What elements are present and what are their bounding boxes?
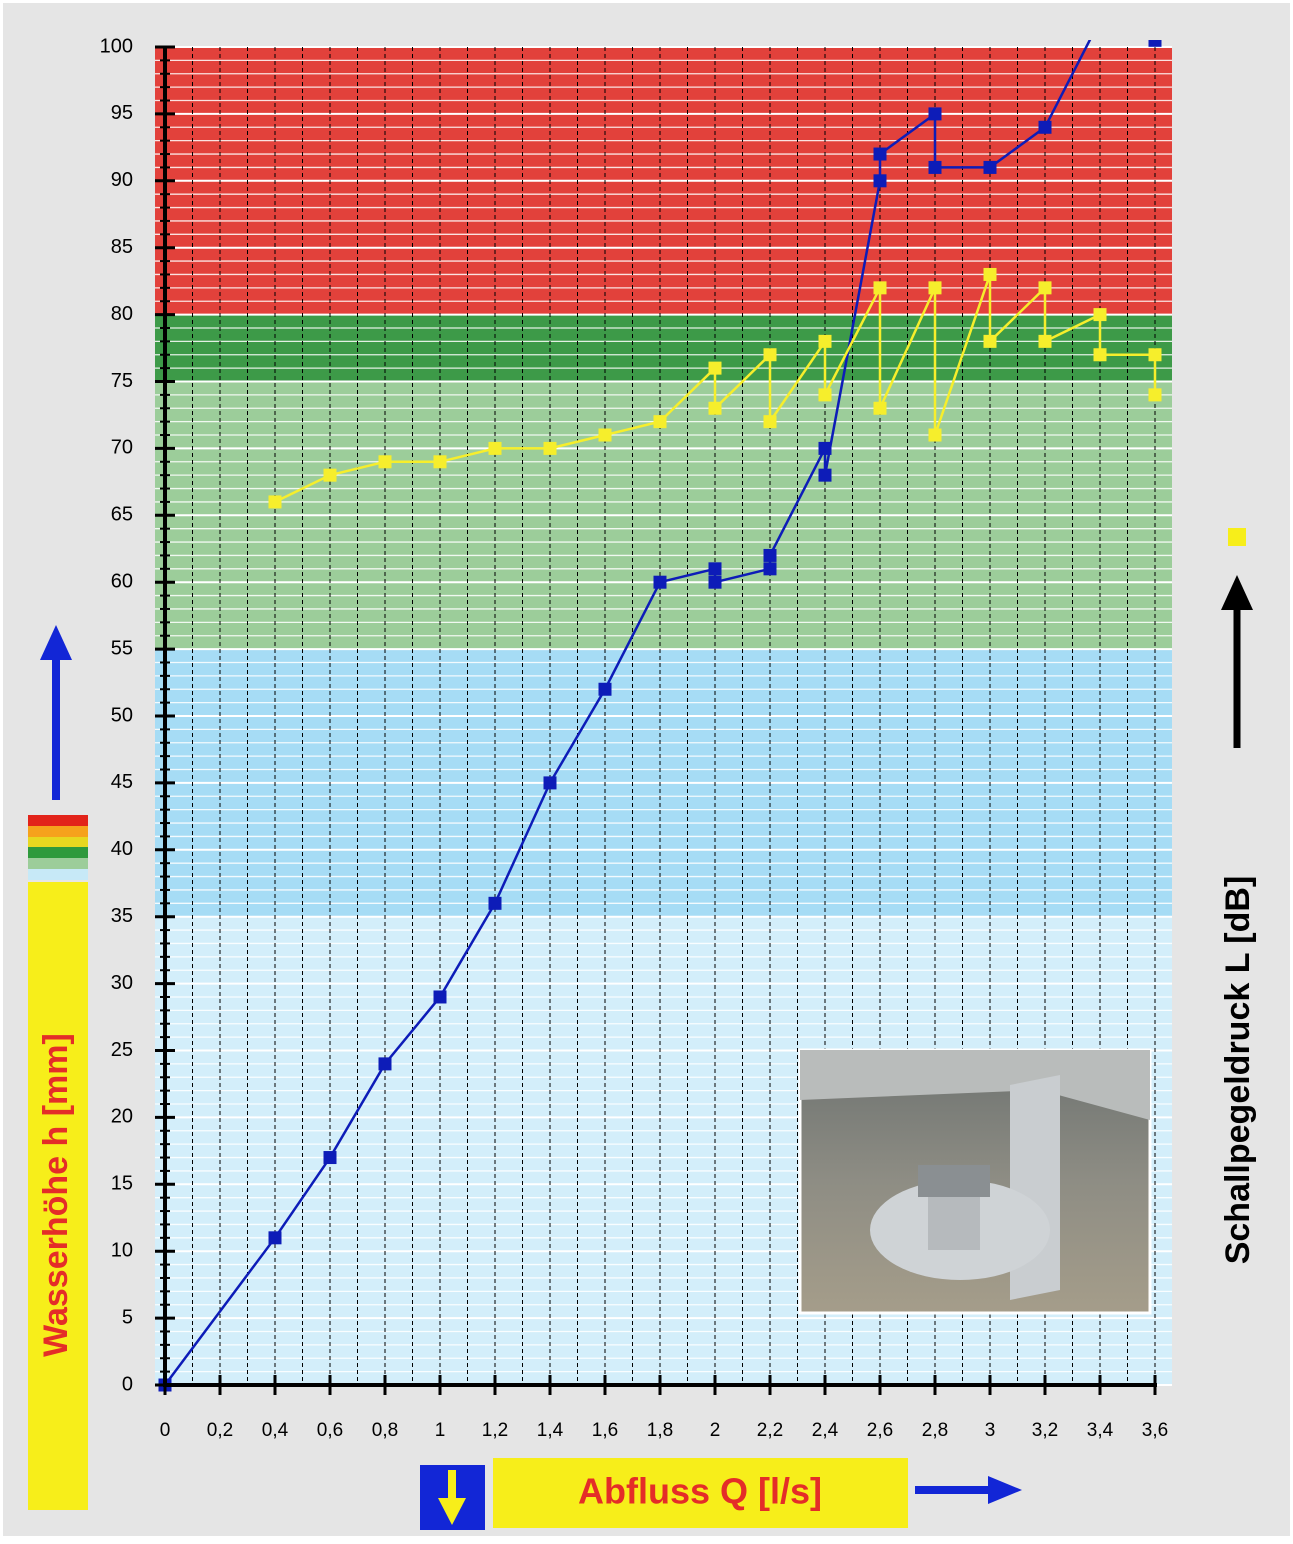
data-point — [1038, 334, 1052, 348]
x-tick-label: 3 — [985, 1420, 996, 1441]
y-tick-label: 95 — [111, 102, 133, 124]
data-point — [818, 441, 832, 455]
y-tick-label: 75 — [111, 370, 133, 392]
data-point — [488, 441, 502, 455]
x-tick-label: 0,2 — [207, 1420, 233, 1441]
y-tick-label: 15 — [111, 1173, 133, 1195]
y2-axis-title: Schallpegeldruck L [dB] — [1219, 876, 1257, 1265]
data-point — [433, 455, 447, 469]
data-point — [1038, 281, 1052, 295]
y-tick-label: 50 — [111, 704, 133, 726]
data-point — [1093, 308, 1107, 322]
data-point — [873, 174, 887, 188]
y-tick-label: 70 — [111, 437, 133, 459]
data-point — [873, 281, 887, 295]
x-tick-label: 0,4 — [262, 1420, 289, 1441]
data-point — [1148, 40, 1162, 47]
y-tick-label: 60 — [111, 570, 133, 592]
x-tick-label: 1,4 — [537, 1420, 564, 1441]
y-tick-label: 40 — [111, 838, 133, 860]
data-point — [708, 401, 722, 415]
x-tick-label: 1,8 — [647, 1420, 673, 1441]
data-point — [653, 415, 667, 429]
data-point — [378, 1057, 392, 1071]
y-tick-label: 30 — [111, 972, 133, 994]
y-tick-label: 90 — [111, 169, 133, 191]
data-point — [598, 682, 612, 696]
y-tick-label: 35 — [111, 905, 133, 927]
x-tick-label: 0 — [160, 1420, 171, 1441]
y-axis-title: Wasserhöhe h [mm] — [37, 1033, 75, 1357]
y-tick-label: 80 — [111, 303, 133, 325]
x-tick-label: 1,2 — [482, 1420, 508, 1441]
y-tick-label: 85 — [111, 236, 133, 258]
y2-axis-legend — [1221, 528, 1253, 748]
x-tick-label: 1,6 — [592, 1420, 618, 1441]
data-point — [543, 441, 557, 455]
series-line — [274, 274, 1157, 504]
x-tick-label: 2,4 — [812, 1420, 839, 1441]
data-point — [818, 468, 832, 482]
y-tick-label: 45 — [111, 771, 133, 793]
data-point — [873, 147, 887, 161]
data-point — [763, 348, 777, 362]
x-axis-legend — [420, 1458, 1022, 1530]
y-tick-label: 5 — [122, 1306, 133, 1328]
data-point — [928, 428, 942, 442]
data-point — [763, 548, 777, 562]
data-point — [268, 495, 282, 509]
x-tick-label: 3,2 — [1032, 1420, 1058, 1441]
data-point — [1038, 120, 1052, 134]
x-tick-label: 3,4 — [1087, 1420, 1114, 1441]
x-tick-label: 0,8 — [372, 1420, 398, 1441]
data-point — [873, 401, 887, 415]
data-point — [928, 107, 942, 121]
data-point — [708, 562, 722, 576]
data-point — [1148, 348, 1162, 362]
data-point — [268, 1231, 282, 1245]
data-point — [1093, 348, 1107, 362]
y-tick-label: 10 — [111, 1239, 133, 1261]
data-point — [708, 575, 722, 589]
data-point — [983, 160, 997, 174]
data-point — [433, 990, 447, 1004]
data-point — [323, 1151, 337, 1165]
y-tick-label: 25 — [111, 1039, 133, 1061]
data-point — [488, 896, 502, 910]
data-point — [928, 160, 942, 174]
data-point — [598, 428, 612, 442]
data-point — [653, 575, 667, 589]
data-point — [708, 361, 722, 375]
x-axis-title: Abfluss Q [l/s] — [578, 1471, 822, 1512]
x-tick-label: 2 — [710, 1420, 721, 1441]
y-tick-label: 20 — [111, 1106, 133, 1128]
x-tick-label: 3,6 — [1142, 1420, 1168, 1441]
y-tick-label: 0 — [122, 1373, 133, 1395]
data-point — [323, 468, 337, 482]
y-tick-label: 100 — [100, 35, 133, 57]
x-tick-label: 2,2 — [757, 1420, 783, 1441]
data-point — [378, 455, 392, 469]
data-point — [763, 562, 777, 576]
data-point — [1148, 388, 1162, 402]
data-point — [543, 776, 557, 790]
band — [155, 314, 1172, 382]
y-tick-label: 55 — [111, 637, 133, 659]
data-point — [983, 334, 997, 348]
x-tick-label: 2,8 — [922, 1420, 948, 1441]
y-axis-legend — [28, 625, 88, 1510]
x-tick-label: 2,6 — [867, 1420, 893, 1441]
x-tick-label: 0,6 — [317, 1420, 343, 1441]
y-tick-label: 65 — [111, 504, 133, 526]
data-point — [928, 281, 942, 295]
data-point — [818, 334, 832, 348]
data-point — [818, 388, 832, 402]
photo-inset — [798, 1048, 1152, 1315]
x-tick-label: 1 — [435, 1420, 446, 1441]
data-point — [763, 415, 777, 429]
data-point — [983, 267, 997, 281]
